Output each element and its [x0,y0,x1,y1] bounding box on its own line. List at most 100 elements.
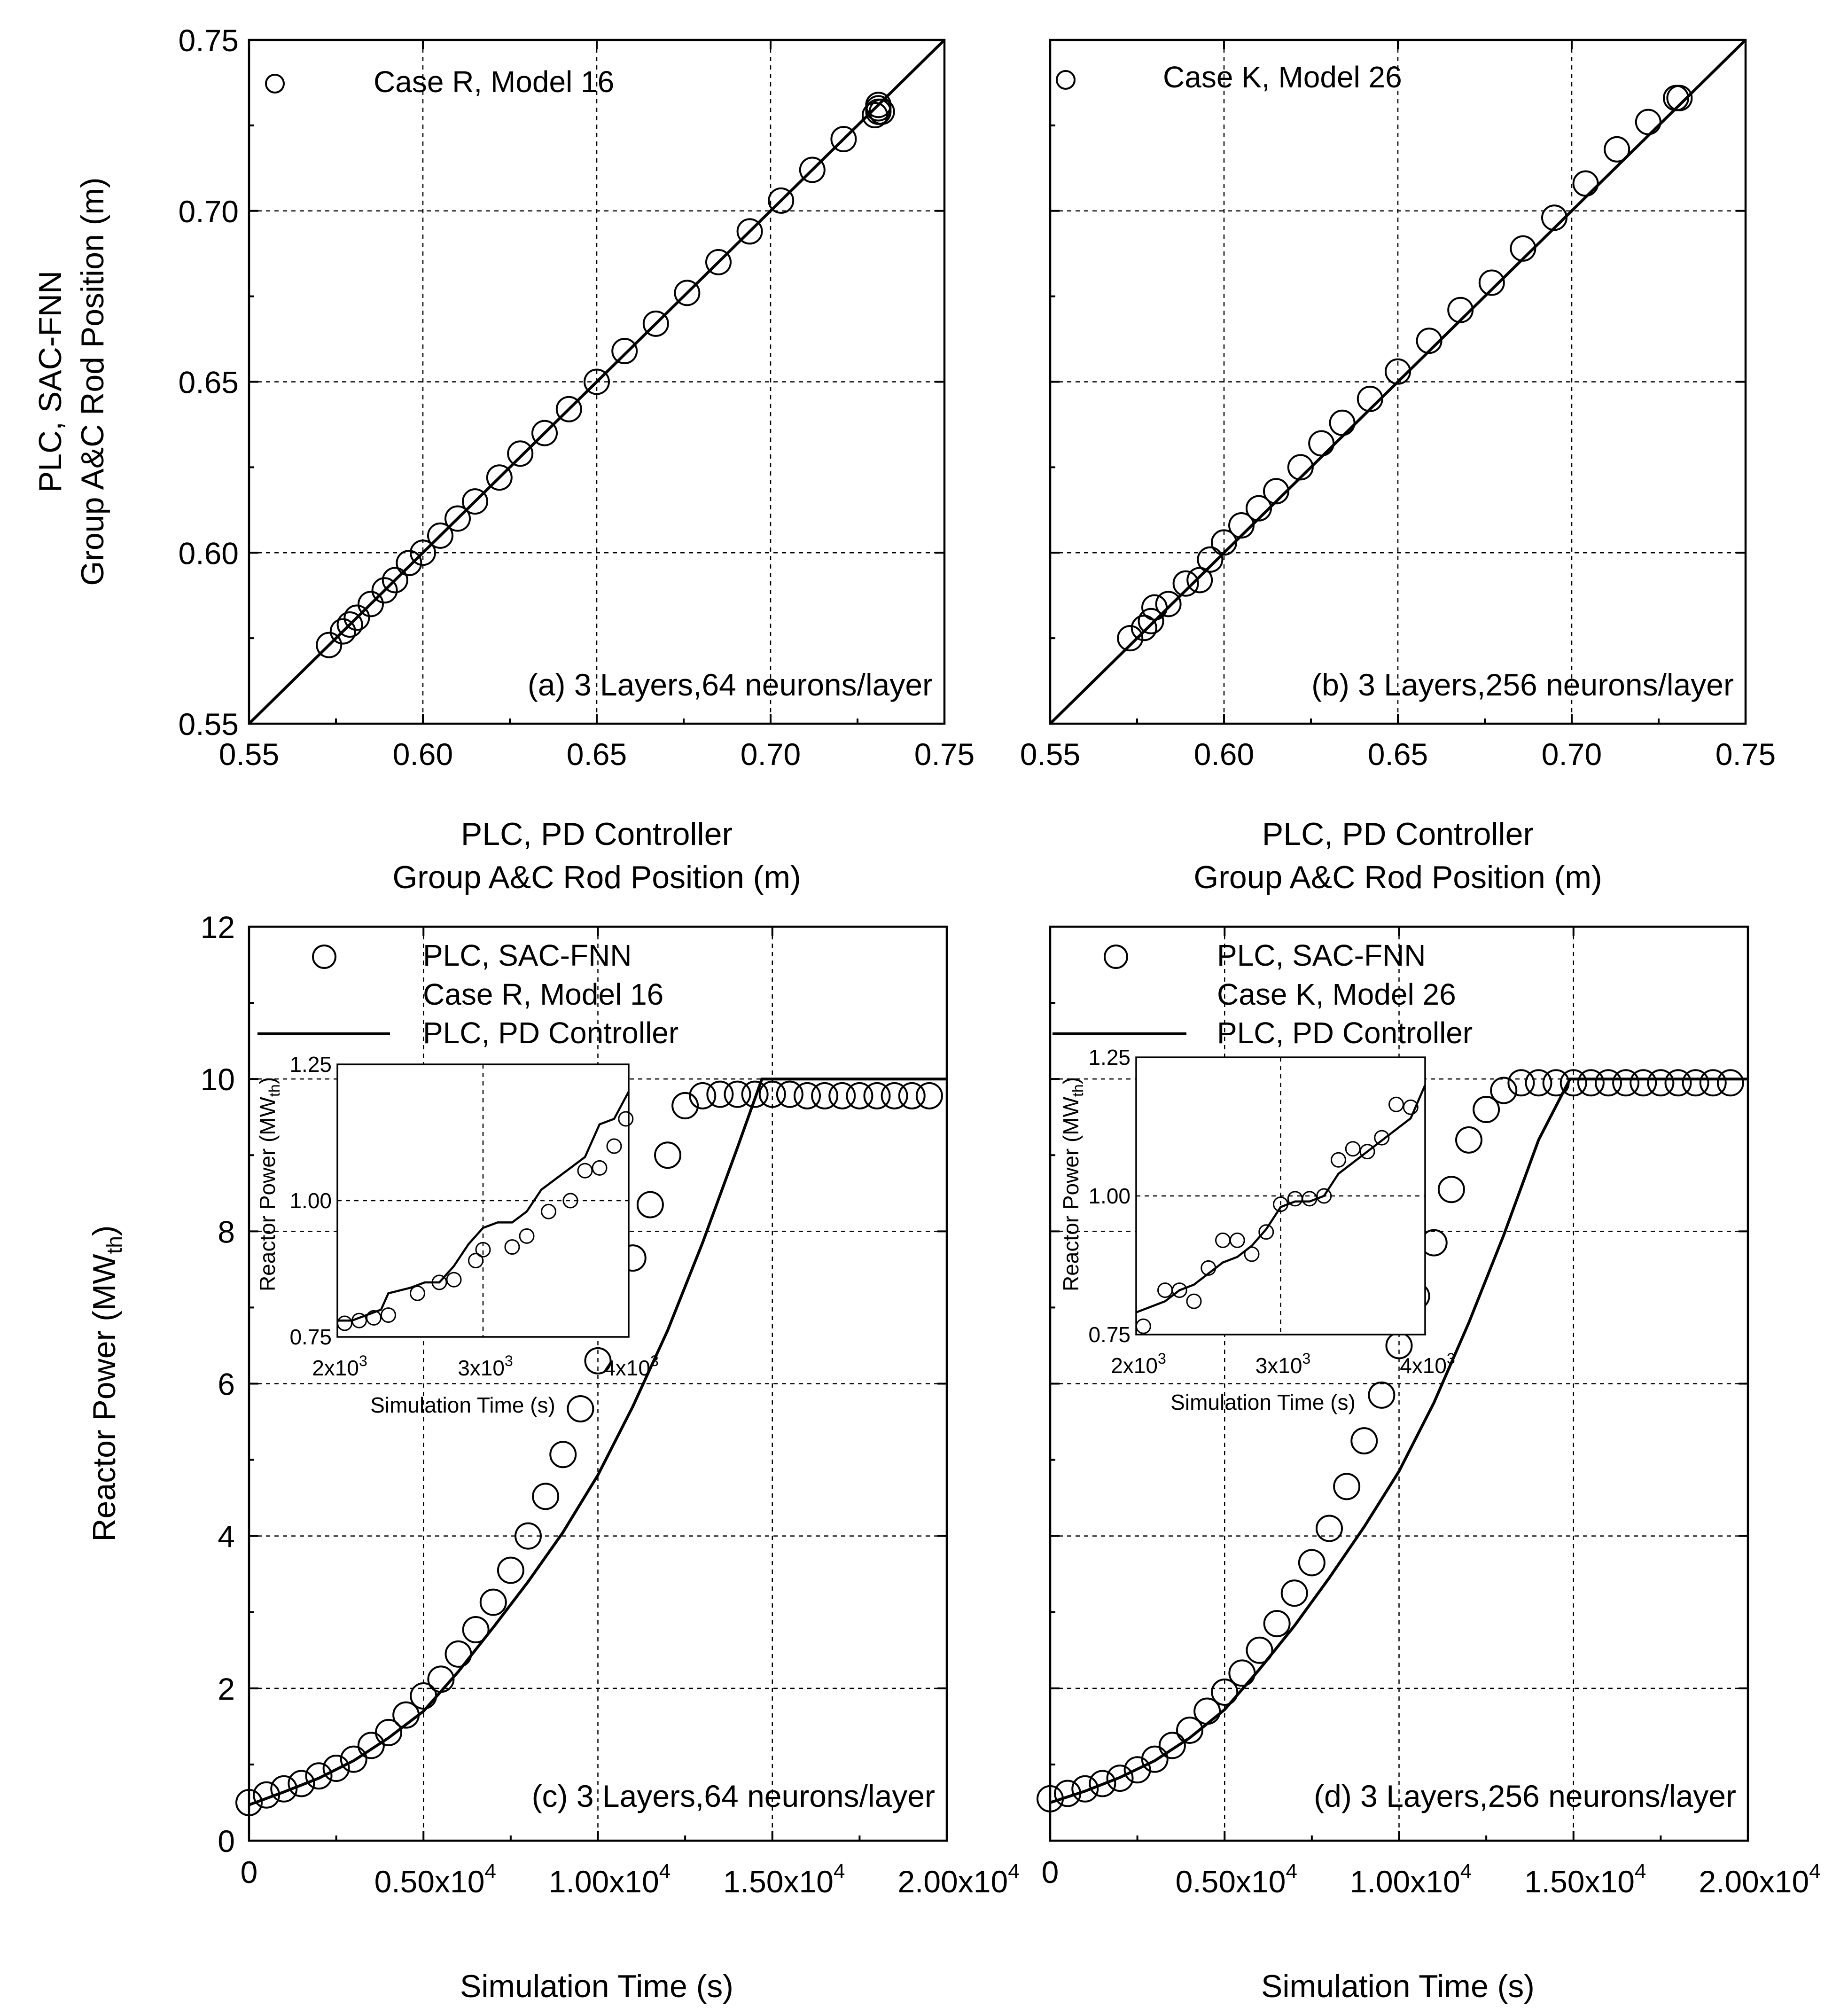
panel-d-inset-data-point [1374,1130,1390,1146]
panel-d-data-point [1612,1069,1640,1097]
panel-d-inset-data-point [1331,1152,1346,1168]
bottom-ylabel: Reactor Power (MWth) [86,1225,126,1541]
panel-a-data-point [865,92,892,118]
panel-c-xlabel: Simulation Time (s) [460,1968,733,2004]
panel-a-ytick-label: 0.60 [179,536,239,570]
panel-a-data-point [799,156,826,183]
panel-c: PLC, SAC-FNN Case R, Model 16 PLC, PD Co… [201,910,1020,2004]
panel-a-data-point [705,249,732,275]
panel-c-inset-ylabel-main: Reactor Power (MW [255,1096,280,1291]
panel-b-xtick-label: 0.55 [1020,737,1080,772]
panel-d-data-point [1158,1732,1186,1759]
panel-a-ytick-label: 0.75 [179,23,239,58]
panel-d-data-point [1211,1678,1239,1706]
panel-d-data-point [1577,1069,1605,1097]
panel-c-data-point [322,1755,350,1782]
panel-a: Case R, Model 16 (a) 3 Layers,64 neurons… [179,23,975,895]
panel-c-inset-ytick-label: 1.25 [289,1052,332,1077]
panel-d-data-point [1682,1069,1709,1097]
panel-d-data-point [1263,1610,1291,1638]
top-ylabel-line2: Group A&C Rod Position (m) [75,177,110,586]
panel-d-inset-xtick-label: 2x103 [1111,1350,1166,1378]
panel-d-inset-ytick-label: 1.00 [1088,1184,1131,1208]
panel-c-data-point [479,1588,507,1616]
panel-c-ytick-label: 6 [218,1367,235,1402]
panel-a-data-point [865,98,892,125]
panel-d-inset-data-point [1244,1246,1260,1262]
panel-c-ytick-label: 0 [218,1824,235,1859]
panel-c-legend-marker [312,945,336,969]
panel-b-xtick-label: 0.60 [1194,737,1254,772]
panel-c-data-point [375,1718,402,1746]
panel-c-data-point [758,1080,786,1108]
panel-d-data-point [1333,1473,1361,1500]
panel-d-data-point [1123,1756,1151,1784]
panel-d-data-point [1507,1069,1535,1097]
panel-c-data-point [427,1665,455,1693]
panel-a-data-point [427,522,453,549]
panel-b-data-point [1155,591,1182,617]
panel-b-data-point [1416,328,1443,354]
panel-d-inset-data-point [1201,1260,1216,1276]
panel-c-data-point [549,1441,577,1468]
panel-c-inset-data-point [381,1307,396,1323]
panel-c-data-point [253,1781,281,1809]
panel-d-data-point [1542,1069,1570,1097]
panel-d-inset-xtick-label: 3x103 [1255,1350,1311,1378]
panel-c-data-point [270,1775,298,1803]
panel-a-data-point [830,125,857,152]
top-ylabel-line1: PLC, SAC-FNN [32,271,68,492]
panel-d-label: (d) 3 Layers,256 neurons/layer [1314,1779,1736,1813]
panel-d-xtick-label: 1.00x104 [1350,1860,1472,1899]
panel-c-data-point [689,1082,717,1109]
panel-a-data-point [736,218,763,245]
panel-c-inset-xtick-label: 4x103 [603,1352,659,1380]
panel-c-xtick-label: 0.50x104 [374,1860,496,1899]
panel-c-inset-data-point [468,1253,483,1269]
panel-b-data-point [1172,570,1199,597]
panel-c-inset-data-point [366,1310,382,1326]
panel-c-data-point [288,1770,315,1797]
panel-c-inset-data-point [562,1193,578,1209]
panel-d-inset-ylabel-main: Reactor Power (MW [1059,1096,1083,1291]
panel-d-inset-data-point [1186,1293,1202,1309]
panel-b-data-point [1197,546,1224,573]
panel-c-ytick-label: 8 [218,1214,235,1249]
panel-c-data-point [654,1141,681,1169]
panel-d-data-point [1716,1069,1744,1097]
panel-c-pd-controller-line [248,1078,947,1806]
panel-c-inset-data-point [519,1228,535,1244]
panel-d-data-point [1089,1770,1116,1797]
panel-d-inset-ytick-label: 1.25 [1088,1045,1131,1070]
panel-b-legend-label: Case K, Model 26 [1163,60,1402,94]
panel-d-legend-line1: PLC, SAC-FNN [1217,938,1426,972]
panel-c-xtick-label: 1.00x104 [549,1860,671,1899]
panel-c-data-point [392,1701,420,1729]
panel-d-xtick-label: 2.00x104 [1699,1860,1820,1899]
panel-c-inset-data-point [592,1160,608,1176]
panel-d-inset-frame [1135,1056,1426,1336]
panel-d-data-point [1071,1775,1099,1803]
panel-b-label: (b) 3 Layers,256 neurons/layer [1311,667,1734,702]
panel-d-inset-data-point [1388,1096,1404,1112]
panel-d-inset-xtick-label: 4x103 [1400,1350,1455,1378]
panel-a-label: (a) 3 Layers,64 neurons/layer [528,667,933,702]
panel-b-data-point [1186,567,1213,594]
panel-c-xtick-label: 2.00x104 [897,1860,1019,1899]
panel-d-inset-data-point [1229,1232,1245,1248]
panel-a-data-point [371,577,398,604]
panel-d-frame [1049,925,1749,1842]
panel-a-legend-label: Case R, Model 16 [374,65,614,99]
panel-d-data-point [1176,1716,1203,1744]
panel-a-data-point [444,505,471,532]
panel-c-inset-xtick-label: 3x103 [458,1352,513,1380]
panel-b-data-point [1666,85,1693,111]
panel-c-data-point [811,1082,839,1109]
panel-a-ytick-label: 0.55 [179,707,239,742]
panel-d-data-point [1106,1765,1134,1792]
panel-b-data-point [1211,529,1237,556]
panel-b-xtick-label: 0.70 [1542,737,1602,772]
panel-c-inset-data-point [606,1138,622,1154]
panel-c-data-point [636,1191,664,1218]
panel-c-xtick-label: 0 [241,1855,258,1890]
